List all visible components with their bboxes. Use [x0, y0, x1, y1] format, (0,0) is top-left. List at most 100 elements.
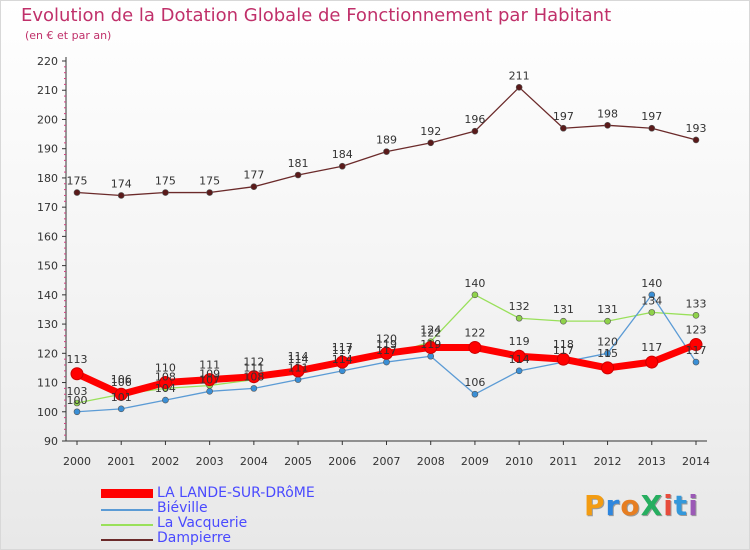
data-point: [247, 370, 261, 384]
data-label: 117: [641, 341, 662, 354]
data-label: 132: [509, 300, 530, 313]
x-tick-label: 2009: [461, 455, 489, 468]
data-label: 140: [464, 277, 485, 290]
chart-title: Evolution de la Dotation Globale de Fonc…: [21, 5, 612, 26]
data-label: 133: [686, 297, 707, 310]
data-label: 131: [597, 303, 618, 316]
legend-swatch: [101, 489, 153, 498]
legend-label: LA LANDE-SUR-DRôME: [157, 485, 315, 501]
data-label: 107: [199, 373, 220, 386]
data-point: [645, 355, 659, 369]
data-label: 106: [464, 376, 485, 389]
data-point: [380, 346, 393, 360]
x-tick-label: 2014: [682, 455, 710, 468]
data-point: [515, 84, 523, 91]
data-label: 197: [553, 110, 574, 123]
data-label: 110: [155, 362, 176, 375]
data-label: 122: [464, 326, 485, 339]
x-tick-label: 2005: [284, 455, 312, 468]
x-tick-label: 2003: [196, 455, 224, 468]
axes: 90 100 110 120 130 140 150 160 170 180 190 200 210 22…: [37, 55, 710, 468]
y-tick-label: 140: [37, 289, 58, 302]
data-point: [291, 364, 305, 378]
data-label: 120: [597, 335, 618, 348]
legend-label: Dampierre: [157, 530, 231, 546]
legend-swatch: [101, 539, 153, 541]
data-point: [117, 405, 125, 413]
data-label: 174: [111, 177, 132, 190]
y-tick-label: 130: [37, 318, 58, 331]
data-point: [604, 122, 611, 129]
data-point: [424, 340, 438, 354]
logo-letter: P: [584, 489, 606, 522]
data-point: [604, 350, 611, 357]
y-tick-label: 120: [37, 347, 58, 360]
data-point: [601, 361, 615, 375]
data-point: [471, 390, 479, 398]
x-tick-label: 2013: [638, 455, 666, 468]
y-tick-label: 90: [44, 435, 58, 448]
data-point: [294, 171, 302, 179]
data-label: 211: [509, 69, 530, 82]
data-label: 114: [288, 353, 309, 366]
data-point: [515, 367, 523, 375]
data-point: [692, 312, 700, 319]
y-tick-label: 160: [37, 230, 58, 243]
data-point: [158, 376, 172, 390]
series-0: [70, 338, 703, 401]
data-point: [162, 189, 169, 196]
data-label: 117: [376, 344, 397, 357]
data-label: 117: [332, 344, 353, 357]
data-point: [203, 373, 217, 387]
data-point: [512, 349, 526, 363]
data-point: [560, 317, 567, 325]
data-label: 111: [288, 362, 309, 375]
data-label: 113: [67, 353, 88, 366]
y-tick-label: 110: [37, 377, 58, 390]
data-point: [689, 338, 703, 352]
data-label: 104: [155, 382, 176, 395]
data-label: 193: [686, 122, 707, 135]
data-label: 117: [553, 344, 574, 357]
data-point: [73, 189, 81, 196]
data-label: 198: [597, 107, 618, 120]
data-label: 101: [111, 391, 132, 404]
x-tick-label: 2000: [63, 455, 91, 468]
data-label: 184: [332, 148, 353, 161]
data-label: 115: [597, 347, 618, 360]
data-point: [648, 124, 656, 132]
y-tick-label: 100: [37, 406, 58, 419]
data-label: 131: [553, 303, 574, 316]
data-point: [206, 388, 213, 395]
data-point: [206, 189, 213, 196]
data-label: 122: [420, 326, 441, 339]
data-point: [648, 309, 656, 316]
chart-subtitle: (en € et par an): [25, 29, 112, 42]
data-label: 123: [686, 324, 707, 337]
logo-letter: t: [673, 489, 689, 522]
data-label: 175: [199, 175, 220, 188]
data-label: 109: [199, 367, 220, 380]
data-point: [250, 385, 258, 392]
data-point: [471, 127, 479, 135]
data-label: 106: [111, 373, 132, 386]
data-point: [117, 192, 125, 199]
legend-label: La Vacquerie: [157, 515, 248, 531]
data-point: [73, 408, 81, 416]
data-label: 197: [641, 110, 662, 123]
data-point: [383, 358, 390, 366]
data-point: [335, 355, 349, 369]
y-tick-label: 180: [37, 172, 58, 185]
x-tick-label: 2004: [240, 455, 268, 468]
data-label: 100: [67, 394, 88, 407]
data-label: 119: [509, 335, 530, 348]
data-point: [250, 183, 258, 190]
legend-label: Biéville: [157, 500, 208, 516]
series-layer: [70, 84, 703, 416]
legend-swatch: [101, 524, 153, 526]
y-tick-label: 200: [37, 113, 58, 126]
data-label: 106: [111, 376, 132, 389]
x-tick-label: 2002: [151, 455, 179, 468]
x-tick-label: 2012: [594, 455, 622, 468]
